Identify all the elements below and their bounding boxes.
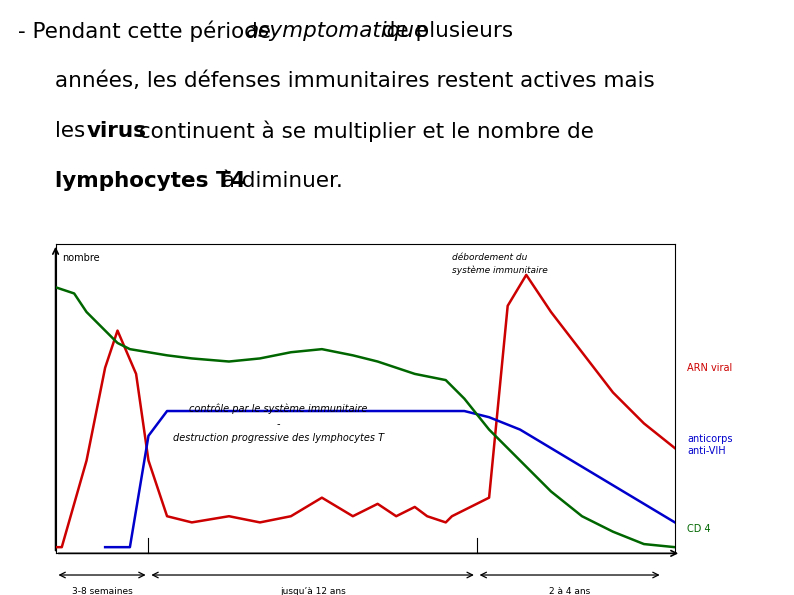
Text: anticorps
anti-VIH: anticorps anti-VIH <box>688 434 733 456</box>
Text: virus: virus <box>87 121 147 141</box>
Text: jusqu’à 12 ans: jusqu’à 12 ans <box>279 587 345 595</box>
Text: années, les défenses immunitaires restent actives mais: années, les défenses immunitaires resten… <box>55 71 655 91</box>
Text: les: les <box>55 121 92 141</box>
Text: nombre: nombre <box>62 253 99 263</box>
Text: ARN viral: ARN viral <box>688 363 733 372</box>
Text: continuent à se multiplier et le nombre de: continuent à se multiplier et le nombre … <box>132 120 594 142</box>
Text: asymptomatique: asymptomatique <box>245 21 427 41</box>
Text: - Pendant cette période: - Pendant cette période <box>18 20 278 42</box>
Text: CD 4: CD 4 <box>688 524 711 534</box>
Text: à diminuer.: à diminuer. <box>215 171 343 191</box>
Text: lymphocytes T4: lymphocytes T4 <box>55 171 245 191</box>
Text: de plusieurs: de plusieurs <box>375 21 513 41</box>
Text: contrôle par le système immunitaire
-
destruction progressive des lymphocytes T: contrôle par le système immunitaire - de… <box>173 403 384 443</box>
Text: 3-8 semaines: 3-8 semaines <box>71 587 133 595</box>
Text: 2 à 4 ans: 2 à 4 ans <box>549 587 590 595</box>
Text: débordement du
système immunitaire: débordement du système immunitaire <box>452 253 548 275</box>
